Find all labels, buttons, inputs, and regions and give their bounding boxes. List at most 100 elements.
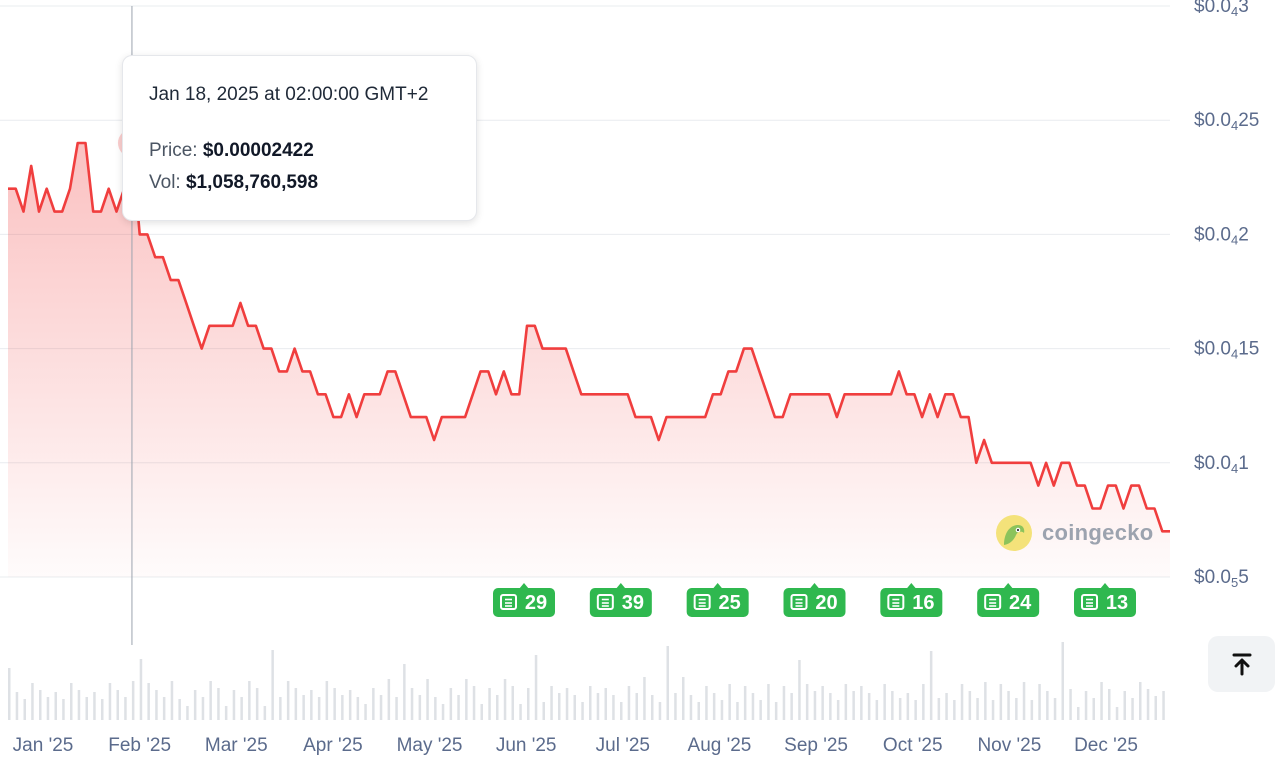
badge-count: 16 <box>912 592 934 614</box>
volume-bar <box>937 698 941 720</box>
badge-pointer <box>809 583 820 589</box>
volume-bar <box>860 686 863 720</box>
news-badge[interactable]: 25 <box>686 583 749 617</box>
news-badge[interactable]: 13 <box>1074 583 1136 617</box>
x-tick-label: Apr '25 <box>303 735 363 756</box>
volume-bar <box>805 684 809 720</box>
volume-bar <box>627 686 631 720</box>
tooltip-vol-row: Vol: $1,058,760,598 <box>149 172 318 194</box>
volume-bar <box>403 664 406 720</box>
news-badge[interactable]: 20 <box>783 583 846 617</box>
badge-count: 13 <box>1106 592 1128 614</box>
volume-bar <box>573 695 576 720</box>
volume-bar <box>875 700 879 720</box>
volume-bar <box>821 686 824 720</box>
volume-bar <box>867 693 871 720</box>
volume-bar <box>712 693 716 720</box>
x-tick-label: Jan '25 <box>13 735 74 756</box>
volume-bar <box>612 695 615 720</box>
volume-bar <box>31 683 34 720</box>
volume-bar <box>999 684 1003 720</box>
volume-bar <box>255 688 259 720</box>
volume-bar <box>1092 698 1095 720</box>
volume-bar <box>798 660 801 720</box>
price-area-fill <box>8 143 1170 577</box>
volume-bar <box>705 686 708 720</box>
volume-bar <box>976 698 979 720</box>
volume-bar <box>503 679 507 720</box>
badge-count: 24 <box>1009 592 1032 614</box>
y-tick-label: $0.043 <box>1194 0 1249 19</box>
volume-bar <box>162 697 166 720</box>
volume-bar <box>565 688 569 720</box>
volume-bar <box>891 691 894 720</box>
volume-bar <box>356 697 360 720</box>
volume-bar <box>550 686 553 720</box>
news-badge[interactable]: 29 <box>493 583 555 617</box>
volume-bar <box>960 684 964 720</box>
tooltip-vol-label: Vol: <box>149 172 181 193</box>
volume-bar <box>1100 682 1103 720</box>
y-tick-label: $0.055 <box>1194 567 1249 590</box>
volume-bar <box>914 700 917 720</box>
volume-bar <box>387 679 391 720</box>
volume-bar <box>836 700 840 720</box>
news-badge[interactable]: 24 <box>977 583 1040 617</box>
volume-bar <box>542 702 545 720</box>
volume-bar <box>883 684 886 720</box>
x-tick-label: Sep '25 <box>784 735 848 756</box>
badge-pointer <box>1100 583 1110 589</box>
volume-bar <box>1053 698 1057 720</box>
price-line <box>8 141 1170 533</box>
volume-bar <box>209 681 212 720</box>
volume-bar <box>651 695 654 720</box>
volume-bar <box>751 693 755 720</box>
news-badge[interactable]: 16 <box>880 583 943 617</box>
volume-bar <box>170 681 174 720</box>
volume-bar <box>62 699 65 720</box>
tooltip-price-label: Price: <box>149 140 198 161</box>
tooltip-date: Jan 18, 2025 at 02:00:00 GMT+2 <box>149 84 429 105</box>
volume-bar <box>968 691 972 720</box>
volume-bar <box>116 690 119 720</box>
volume-bar <box>790 693 793 720</box>
scroll-top-button[interactable] <box>1208 636 1275 692</box>
volume-bar <box>1146 689 1150 720</box>
volume-bar <box>1139 682 1142 720</box>
x-tick-label: Aug '25 <box>688 735 752 756</box>
volume-bar <box>124 697 127 720</box>
x-tick-label: May '25 <box>397 735 463 756</box>
volume-bar <box>689 695 693 720</box>
volume-bar <box>604 688 607 720</box>
volume-bar <box>1030 700 1034 720</box>
volume-bar <box>310 690 313 720</box>
volume-bar <box>325 681 329 720</box>
volume-bar <box>728 684 731 720</box>
arrow-up-to-line-icon <box>1232 653 1251 676</box>
volume-bar <box>767 684 770 720</box>
tooltip-price-value: $0.00002422 <box>202 140 314 161</box>
volume-bar <box>101 699 104 720</box>
x-axis-ticks: Jan '25 Feb '25 Mar '25 Apr '25 May '25 Jun '… <box>13 735 1138 756</box>
volume-bar <box>286 681 290 720</box>
volume-bar <box>8 668 11 720</box>
volume-bar <box>271 650 274 720</box>
volume-bar <box>131 681 135 720</box>
badge-count: 20 <box>815 592 837 614</box>
volume-bar <box>527 688 530 720</box>
badge-pointer <box>906 583 917 589</box>
badge-pointer <box>1003 583 1014 589</box>
watermark-text: coingecko <box>1042 520 1154 545</box>
tooltip-price-row: Price: $0.00002422 <box>149 140 314 162</box>
y-tick-label: $0.0415 <box>1194 339 1259 362</box>
volume-bar <box>201 697 205 720</box>
badge-pointer <box>712 583 723 589</box>
tooltip-vol-value: $1,058,760,598 <box>185 172 319 193</box>
volume-bar <box>1131 698 1134 720</box>
volume-bar <box>108 683 112 720</box>
news-badge[interactable]: 39 <box>589 583 652 617</box>
volume-bar <box>643 677 646 720</box>
volume-bar <box>217 688 220 720</box>
volume-bar <box>333 688 336 720</box>
